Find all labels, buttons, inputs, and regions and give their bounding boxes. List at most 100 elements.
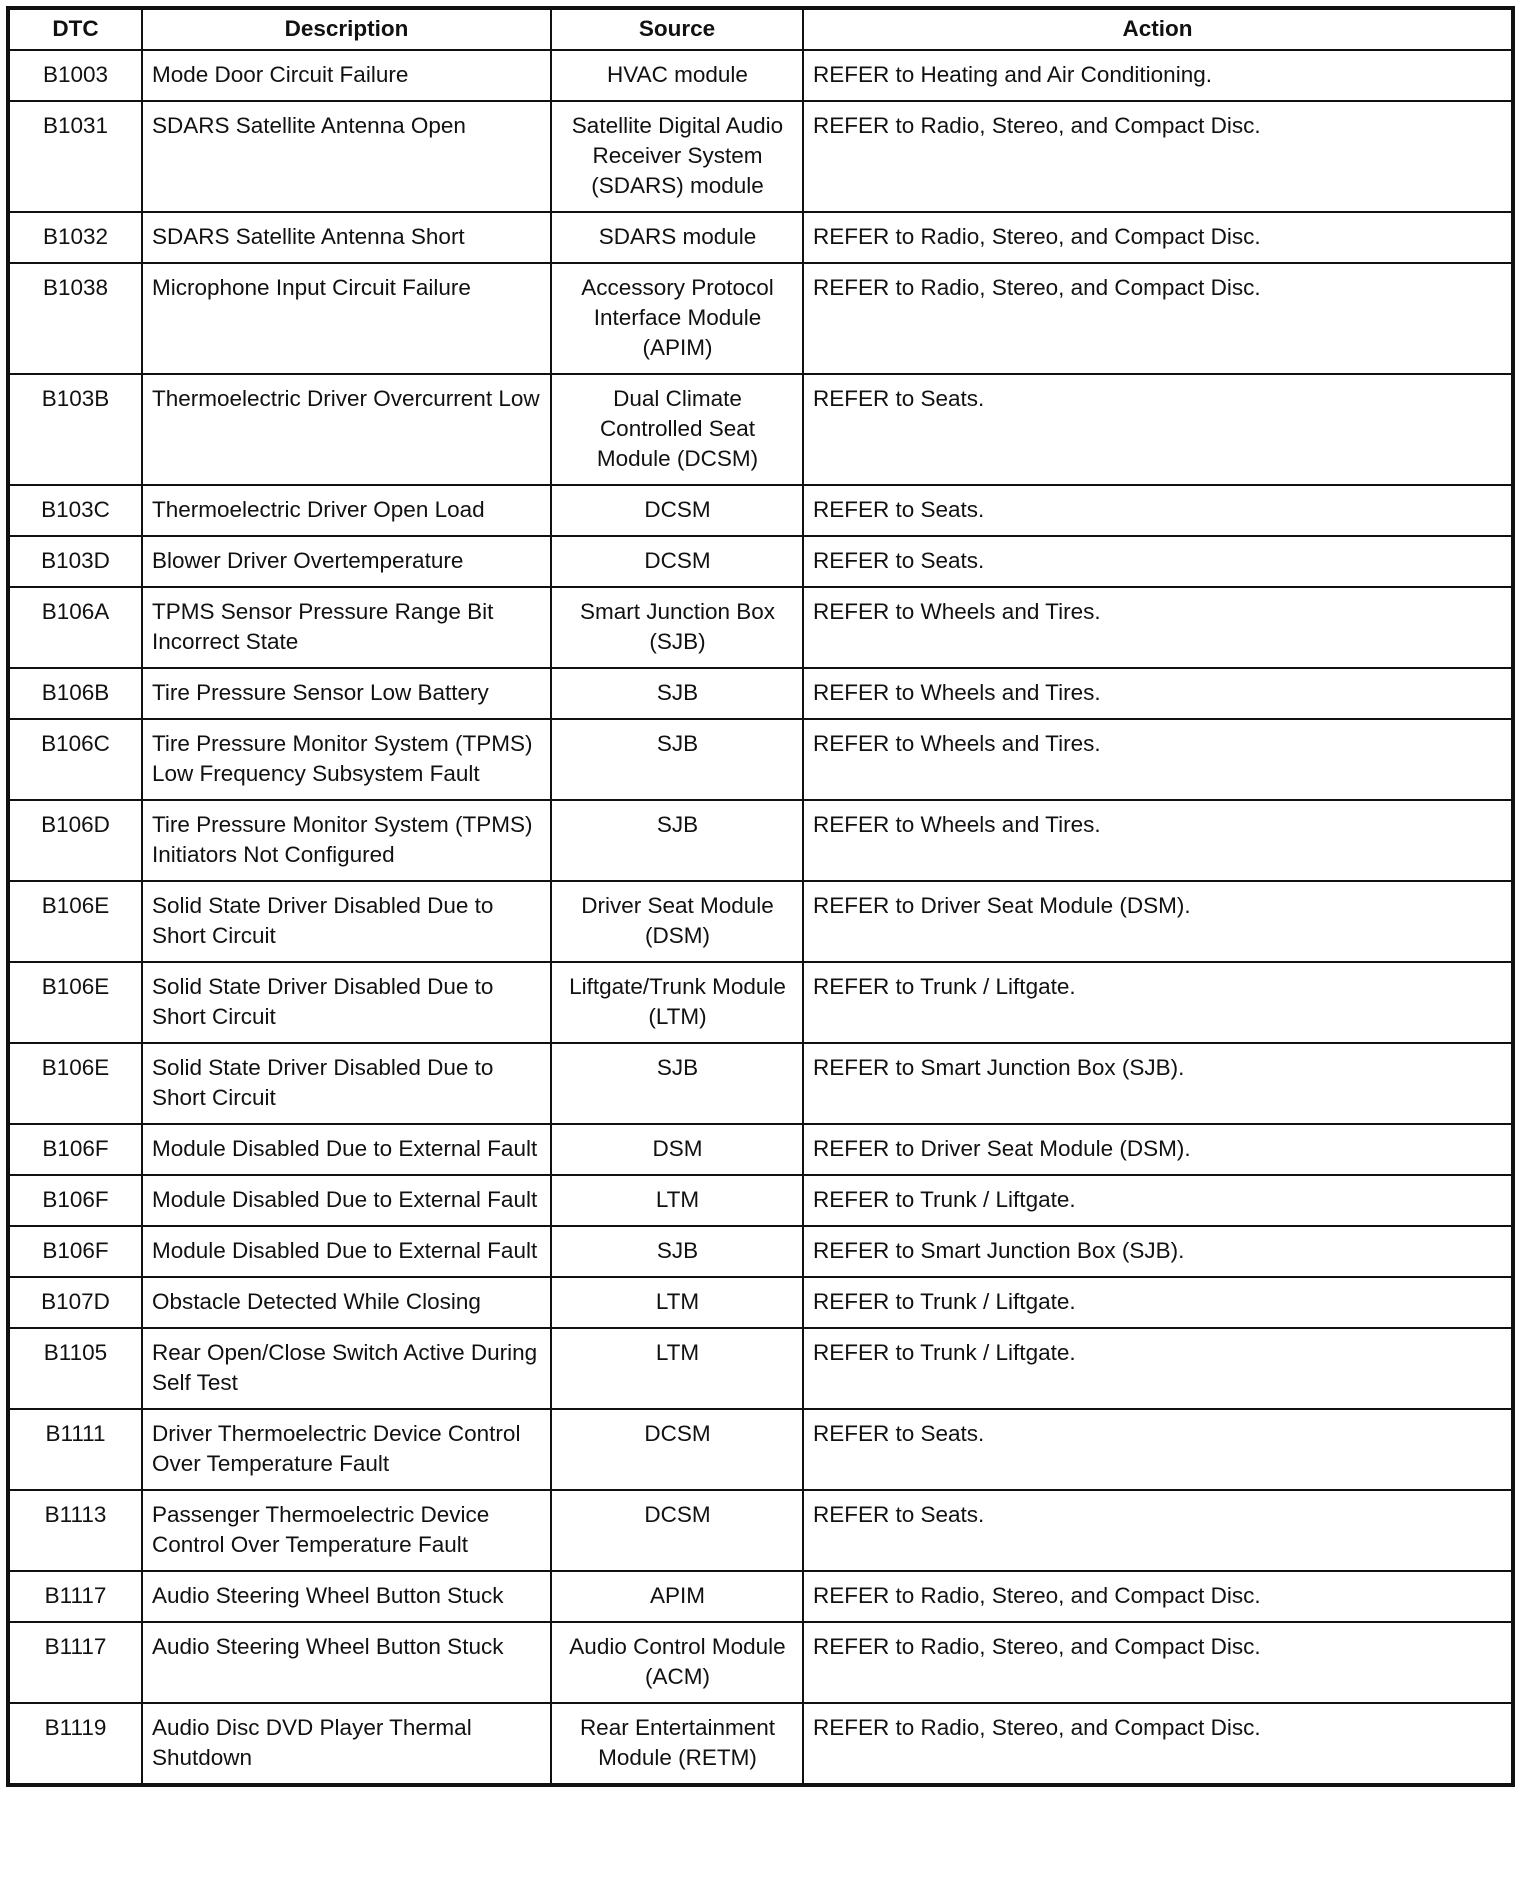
- action-cell: REFER to Driver Seat Module (DSM).: [802, 1123, 1514, 1176]
- header-dtc: DTC: [7, 7, 143, 51]
- description-cell: Thermoelectric Driver Overcurrent Low: [141, 373, 552, 486]
- source-cell: Rear Entertainment Module (RETM): [550, 1702, 804, 1786]
- dtc-cell: B106B: [7, 667, 143, 720]
- dtc-cell: B106A: [7, 586, 143, 669]
- dtc-cell: B1031: [7, 100, 143, 213]
- description-cell: Audio Steering Wheel Button Stuck: [141, 1621, 552, 1704]
- description-cell: Module Disabled Due to External Fault: [141, 1123, 552, 1176]
- action-cell: REFER to Trunk / Liftgate.: [802, 1327, 1514, 1410]
- dtc-cell: B106E: [7, 880, 143, 963]
- table-row: B1105 Rear Open/Close Switch Active Durin…: [7, 1327, 1514, 1410]
- action-cell: REFER to Radio, Stereo, and Compact Disc…: [802, 211, 1514, 264]
- dtc-cell: B1117: [7, 1570, 143, 1623]
- source-cell: SJB: [550, 667, 804, 720]
- source-cell: DCSM: [550, 1408, 804, 1491]
- description-cell: Audio Steering Wheel Button Stuck: [141, 1570, 552, 1623]
- header-row: DTC Description Source Action: [7, 7, 1514, 51]
- source-cell: SJB: [550, 1042, 804, 1125]
- description-cell: Thermoelectric Driver Open Load: [141, 484, 552, 537]
- table-row: B1032 SDARS Satellite Antenna Short SDARS …: [7, 211, 1514, 264]
- dtc-cell: B106E: [7, 961, 143, 1044]
- action-cell: REFER to Seats.: [802, 535, 1514, 588]
- description-cell: SDARS Satellite Antenna Open: [141, 100, 552, 213]
- table-row: B1117 Audio Steering Wheel Button Stuck Au…: [7, 1621, 1514, 1704]
- table-row: B1111 Driver Thermoelectric Device Contro…: [7, 1408, 1514, 1491]
- table-row: B106F Module Disabled Due to External Fau…: [7, 1225, 1514, 1278]
- dtc-cell: B106D: [7, 799, 143, 882]
- description-cell: Mode Door Circuit Failure: [141, 49, 552, 102]
- description-cell: Tire Pressure Sensor Low Battery: [141, 667, 552, 720]
- source-cell: LTM: [550, 1174, 804, 1227]
- description-cell: Solid State Driver Disabled Due to Short…: [141, 1042, 552, 1125]
- source-cell: SJB: [550, 718, 804, 801]
- source-cell: Liftgate/Trunk Module (LTM): [550, 961, 804, 1044]
- source-cell: Dual Climate Controlled Seat Module (DCS…: [550, 373, 804, 486]
- source-cell: SJB: [550, 1225, 804, 1278]
- source-cell: DCSM: [550, 535, 804, 588]
- table-row: B106B Tire Pressure Sensor Low Battery SJB…: [7, 667, 1514, 720]
- source-cell: LTM: [550, 1327, 804, 1410]
- action-cell: REFER to Seats.: [802, 1489, 1514, 1572]
- dtc-cell: B103D: [7, 535, 143, 588]
- table-row: B106D Tire Pressure Monitor System (TPMS)…: [7, 799, 1514, 882]
- dtc-cell: B107D: [7, 1276, 143, 1329]
- table-row: B106E Solid State Driver Disabled Due to …: [7, 961, 1514, 1044]
- description-cell: Driver Thermoelectric Device Control Ove…: [141, 1408, 552, 1491]
- source-cell: Accessory Protocol Interface Module (API…: [550, 262, 804, 375]
- description-cell: Audio Disc DVD Player Thermal Shutdown: [141, 1702, 552, 1786]
- action-cell: REFER to Seats.: [802, 484, 1514, 537]
- source-cell: Satellite Digital Audio Receiver System …: [550, 100, 804, 213]
- source-cell: SJB: [550, 799, 804, 882]
- action-cell: REFER to Radio, Stereo, and Compact Disc…: [802, 1570, 1514, 1623]
- action-cell: REFER to Radio, Stereo, and Compact Disc…: [802, 262, 1514, 375]
- source-cell: HVAC module: [550, 49, 804, 102]
- table-row: B1031 SDARS Satellite Antenna Open Satelli…: [7, 100, 1514, 213]
- table-row: B106E Solid State Driver Disabled Due to …: [7, 1042, 1514, 1125]
- table-row: B103B Thermoelectric Driver Overcurrent L…: [7, 373, 1514, 486]
- dtc-cell: B1111: [7, 1408, 143, 1491]
- action-cell: REFER to Trunk / Liftgate.: [802, 1174, 1514, 1227]
- table-row: B106C Tire Pressure Monitor System (TPMS)…: [7, 718, 1514, 801]
- dtc-cell: B103B: [7, 373, 143, 486]
- dtc-cell: B106F: [7, 1123, 143, 1176]
- action-cell: REFER to Trunk / Liftgate.: [802, 1276, 1514, 1329]
- action-cell: REFER to Smart Junction Box (SJB).: [802, 1225, 1514, 1278]
- source-cell: DCSM: [550, 484, 804, 537]
- action-cell: REFER to Radio, Stereo, and Compact Disc…: [802, 1621, 1514, 1704]
- dtc-cell: B106F: [7, 1174, 143, 1227]
- source-cell: Smart Junction Box (SJB): [550, 586, 804, 669]
- table-body: B1003 Mode Door Circuit Failure HVAC modul…: [7, 49, 1514, 1786]
- description-cell: Rear Open/Close Switch Active During Sel…: [141, 1327, 552, 1410]
- source-cell: DSM: [550, 1123, 804, 1176]
- action-cell: REFER to Seats.: [802, 373, 1514, 486]
- table-row: B107D Obstacle Detected While Closing LTM R…: [7, 1276, 1514, 1329]
- description-cell: Microphone Input Circuit Failure: [141, 262, 552, 375]
- action-cell: REFER to Wheels and Tires.: [802, 799, 1514, 882]
- description-cell: Solid State Driver Disabled Due to Short…: [141, 880, 552, 963]
- dtc-cell: B1119: [7, 1702, 143, 1786]
- dtc-cell: B106E: [7, 1042, 143, 1125]
- dtc-cell: B1117: [7, 1621, 143, 1704]
- dtc-cell: B1003: [7, 49, 143, 102]
- description-cell: SDARS Satellite Antenna Short: [141, 211, 552, 264]
- action-cell: REFER to Heating and Air Conditioning.: [802, 49, 1514, 102]
- description-cell: Passenger Thermoelectric Device Control …: [141, 1489, 552, 1572]
- dtc-cell: B106F: [7, 1225, 143, 1278]
- table-row: B103C Thermoelectric Driver Open Load DCSM…: [7, 484, 1514, 537]
- dtc-cell: B1038: [7, 262, 143, 375]
- source-cell: LTM: [550, 1276, 804, 1329]
- table-row: B1119 Audio Disc DVD Player Thermal Shutd…: [7, 1702, 1514, 1786]
- action-cell: REFER to Trunk / Liftgate.: [802, 961, 1514, 1044]
- description-cell: Tire Pressure Monitor System (TPMS) Init…: [141, 799, 552, 882]
- description-cell: Module Disabled Due to External Fault: [141, 1225, 552, 1278]
- source-cell: Audio Control Module (ACM): [550, 1621, 804, 1704]
- table-row: B106A TPMS Sensor Pressure Range Bit Inco…: [7, 586, 1514, 669]
- description-cell: Module Disabled Due to External Fault: [141, 1174, 552, 1227]
- table-row: B1113 Passenger Thermoelectric Device Con…: [7, 1489, 1514, 1572]
- action-cell: REFER to Wheels and Tires.: [802, 586, 1514, 669]
- table-row: B1003 Mode Door Circuit Failure HVAC modul…: [7, 49, 1514, 102]
- action-cell: REFER to Wheels and Tires.: [802, 718, 1514, 801]
- header-action: Action: [802, 7, 1514, 51]
- action-cell: REFER to Radio, Stereo, and Compact Disc…: [802, 100, 1514, 213]
- description-cell: TPMS Sensor Pressure Range Bit Incorrect…: [141, 586, 552, 669]
